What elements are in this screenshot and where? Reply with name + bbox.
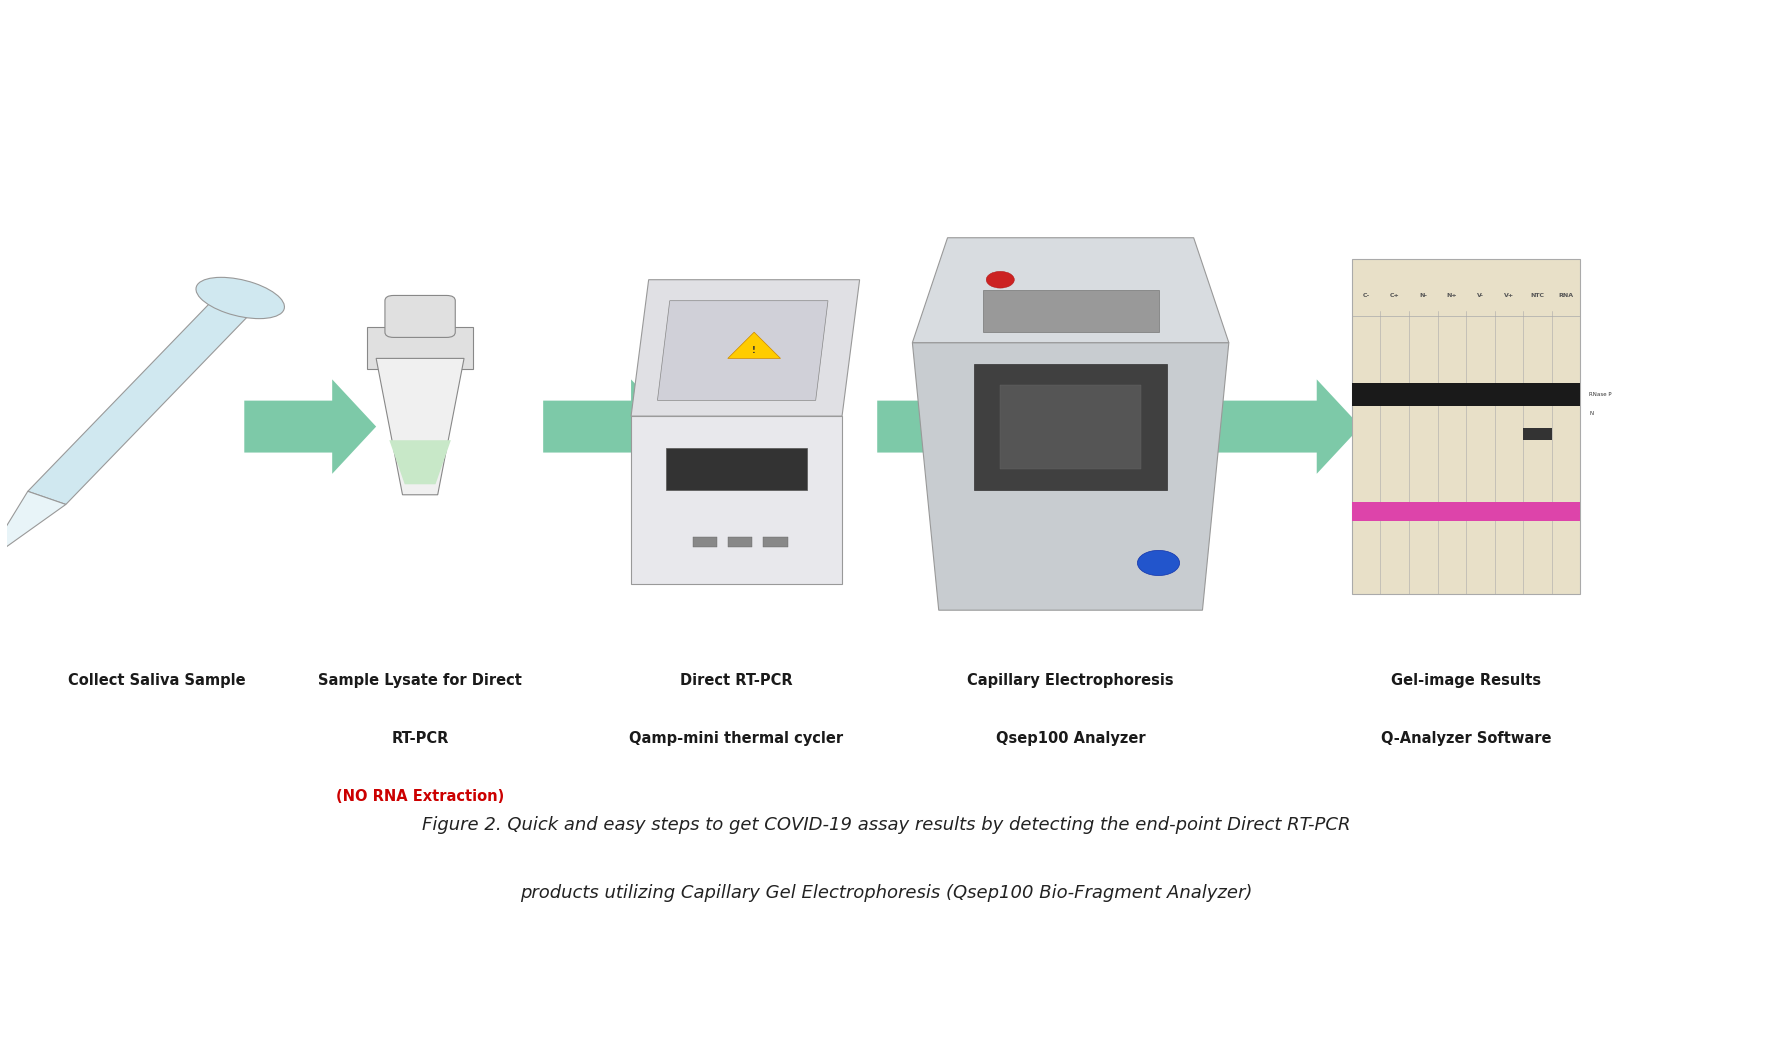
Polygon shape <box>877 379 1026 474</box>
Bar <box>764 537 787 547</box>
Bar <box>631 416 842 584</box>
Text: V+: V+ <box>1504 293 1513 298</box>
Text: V-: V- <box>1476 293 1483 298</box>
Text: RNA: RNA <box>1559 293 1574 298</box>
Text: Q-Analyzer Software: Q-Analyzer Software <box>1380 731 1552 746</box>
Text: Figure 2. Quick and easy steps to get COVID-19 assay results by detecting the en: Figure 2. Quick and easy steps to get CO… <box>422 816 1350 834</box>
Text: Qsep100 Analyzer: Qsep100 Analyzer <box>996 731 1145 746</box>
Bar <box>983 290 1159 332</box>
Polygon shape <box>728 332 780 358</box>
Bar <box>1352 383 1581 406</box>
Polygon shape <box>245 379 376 474</box>
Bar <box>1352 502 1581 521</box>
Circle shape <box>987 271 1014 288</box>
Bar <box>666 448 806 490</box>
Bar <box>999 385 1141 469</box>
Polygon shape <box>390 440 450 485</box>
Polygon shape <box>631 280 859 416</box>
Text: Gel-image Results: Gel-image Results <box>1391 673 1542 688</box>
Text: NTC: NTC <box>1531 293 1545 298</box>
Polygon shape <box>913 238 1228 342</box>
Text: C-: C- <box>1363 293 1370 298</box>
Bar <box>367 327 473 369</box>
Ellipse shape <box>197 277 285 319</box>
Text: Capillary Electrophoresis: Capillary Electrophoresis <box>968 673 1173 688</box>
Text: N: N <box>1589 411 1593 417</box>
Bar <box>728 537 753 547</box>
Polygon shape <box>913 342 1228 610</box>
Polygon shape <box>657 301 828 401</box>
Bar <box>1352 258 1581 594</box>
Polygon shape <box>376 358 464 494</box>
Text: !: ! <box>751 345 757 354</box>
FancyBboxPatch shape <box>385 296 455 337</box>
Text: (NO RNA Extraction): (NO RNA Extraction) <box>337 789 505 804</box>
Text: Qamp-mini thermal cycler: Qamp-mini thermal cycler <box>629 731 843 746</box>
Polygon shape <box>1212 379 1361 474</box>
Text: Collect Saliva Sample: Collect Saliva Sample <box>67 673 245 688</box>
Text: C+: C+ <box>1389 293 1400 298</box>
Polygon shape <box>544 379 675 474</box>
Bar <box>975 364 1168 490</box>
Polygon shape <box>0 491 66 554</box>
Text: N+: N+ <box>1446 293 1457 298</box>
Bar <box>693 537 718 547</box>
Text: N-: N- <box>1419 293 1426 298</box>
Text: Direct RT-PCR: Direct RT-PCR <box>680 673 792 688</box>
Text: Sample Lysate for Direct: Sample Lysate for Direct <box>319 673 523 688</box>
Text: RT-PCR: RT-PCR <box>392 731 448 746</box>
Bar <box>28 291 259 505</box>
Text: RNase P: RNase P <box>1589 391 1613 396</box>
Text: products utilizing Capillary Gel Electrophoresis (Qsep100 Bio-Fragment Analyzer): products utilizing Capillary Gel Electro… <box>519 884 1253 902</box>
Circle shape <box>1138 551 1180 575</box>
Bar <box>1524 427 1552 440</box>
